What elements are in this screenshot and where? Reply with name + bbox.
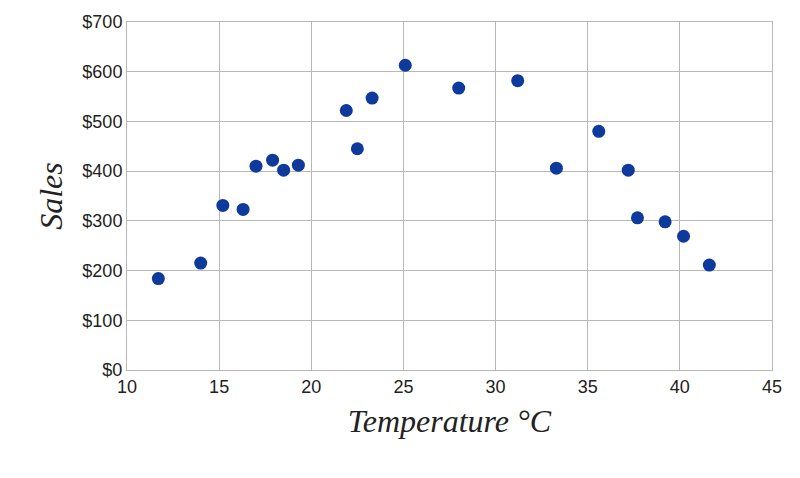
svg-text:$400: $400: [82, 161, 122, 181]
svg-text:$100: $100: [82, 311, 122, 331]
svg-text:25: 25: [393, 377, 413, 397]
svg-text:$0: $0: [102, 360, 122, 380]
svg-text:$600: $600: [82, 62, 122, 82]
svg-text:Temperature °C: Temperature °C: [348, 403, 552, 439]
svg-text:$700: $700: [82, 12, 122, 32]
svg-text:$300: $300: [82, 211, 122, 231]
svg-text:15: 15: [209, 377, 229, 397]
svg-text:$500: $500: [82, 112, 122, 132]
svg-text:20: 20: [301, 377, 321, 397]
svg-text:35: 35: [578, 377, 598, 397]
svg-text:40: 40: [670, 377, 690, 397]
svg-text:45: 45: [762, 377, 782, 397]
svg-text:10: 10: [117, 377, 137, 397]
svg-text:Sales: Sales: [33, 162, 69, 230]
svg-text:30: 30: [486, 377, 506, 397]
svg-text:$200: $200: [82, 261, 122, 281]
